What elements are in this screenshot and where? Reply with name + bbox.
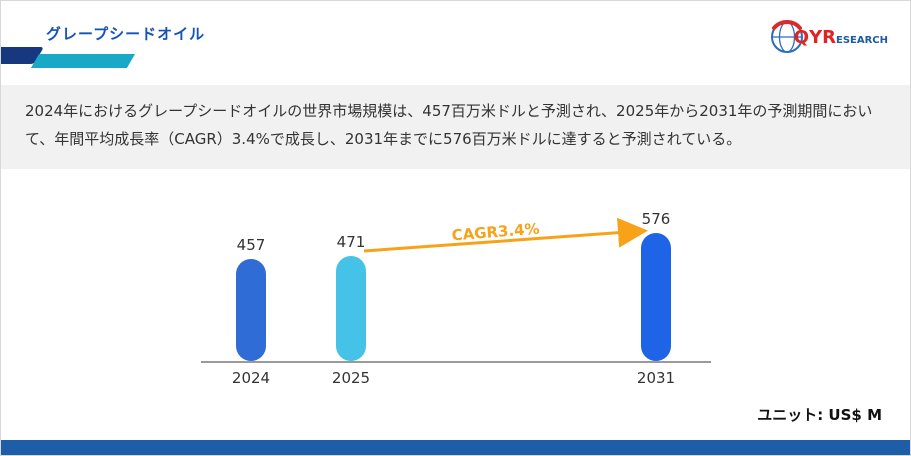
summary-band: 2024年におけるグレープシードオイルの世界市場規模は、457百万米ドルと予測さ… xyxy=(1,85,910,169)
accent-shape-teal xyxy=(30,54,136,68)
bar-group-2031: 576 xyxy=(626,210,686,361)
bar-value-label-2024: 457 xyxy=(236,236,266,254)
qyresearch-logo: QYR ESEARCH xyxy=(767,17,888,57)
footer-bar xyxy=(1,440,910,455)
bar-value-label-2031: 576 xyxy=(641,210,671,228)
page-title: グレープシードオイル xyxy=(46,25,206,43)
x-axis-label-2031: 2031 xyxy=(636,369,676,387)
plot-area: CAGR3.4% 457 471 576 xyxy=(201,196,711,363)
globe-icon xyxy=(770,20,803,53)
bar-group-2025: 471 xyxy=(321,233,381,361)
x-axis-labels: 2024 2025 2031 xyxy=(201,369,711,389)
bar-2024 xyxy=(236,259,266,361)
logo-text-qyr: QYR xyxy=(793,26,836,48)
summary-text: 2024年におけるグレープシードオイルの世界市場規模は、457百万米ドルと予測さ… xyxy=(25,102,873,148)
x-axis-label-2025: 2025 xyxy=(331,369,371,387)
bar-2031 xyxy=(641,233,671,361)
cagr-arrow-line xyxy=(363,217,648,253)
logo-text: QYR ESEARCH xyxy=(794,27,888,48)
cagr-annotation: CAGR3.4% xyxy=(451,220,540,245)
unit-label: ユニット: US$ M xyxy=(757,406,882,424)
bar-2025 xyxy=(336,256,366,361)
x-axis-label-2024: 2024 xyxy=(231,369,271,387)
bar-group-2024: 457 xyxy=(221,236,281,361)
logo-text-esearch: ESEARCH xyxy=(835,34,888,46)
bar-value-label-2025: 471 xyxy=(336,233,366,251)
